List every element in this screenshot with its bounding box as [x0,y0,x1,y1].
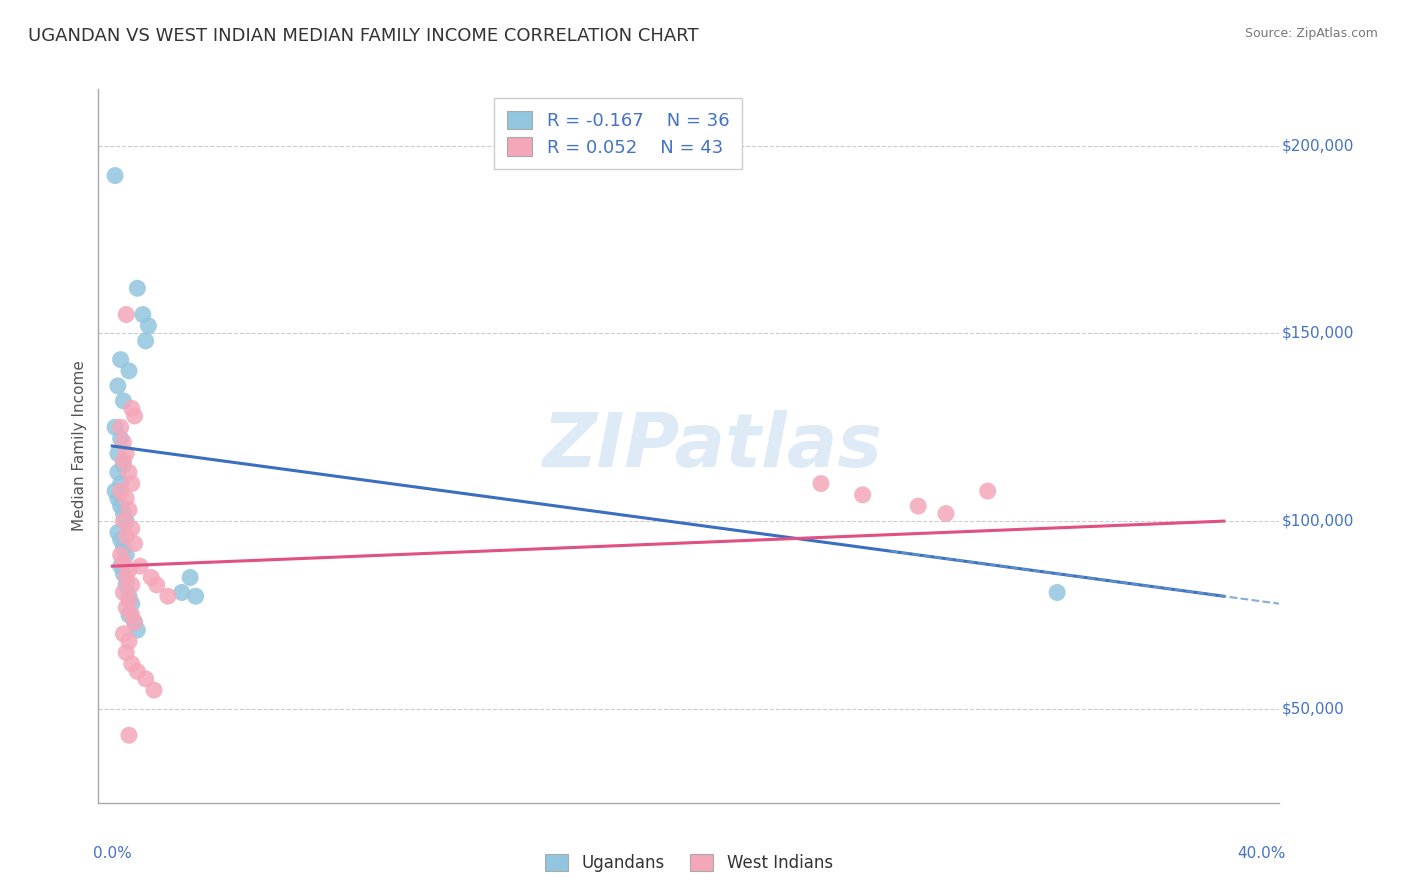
Point [112,393,135,408]
Point [138,318,160,333]
Point [112,507,135,521]
Point [118,503,141,517]
Point [121,578,143,592]
Legend: Ugandans, West Indians: Ugandans, West Indians [537,846,841,880]
Point [121,522,143,536]
Point [141,570,163,584]
Point [852,488,875,502]
Point [179,570,201,584]
Point [115,514,138,528]
Point [146,578,169,592]
Point [118,728,141,742]
Point [115,548,138,562]
Point [121,607,143,622]
Point [115,308,138,322]
Point [810,476,832,491]
Point [110,559,132,574]
Point [110,432,132,446]
Point [132,308,155,322]
Point [112,458,135,472]
Point [112,514,135,528]
Text: 40.0%: 40.0% [1237,846,1285,861]
Point [124,615,146,630]
Point [976,484,998,499]
Point [110,476,132,491]
Point [104,484,127,499]
Text: $200,000: $200,000 [1282,138,1354,153]
Point [127,281,149,295]
Point [156,589,179,603]
Point [127,665,149,679]
Point [184,589,207,603]
Point [107,491,129,506]
Point [121,657,143,671]
Point [107,465,129,479]
Point [107,446,129,460]
Point [135,334,157,348]
Text: $50,000: $50,000 [1282,701,1344,716]
Point [107,525,129,540]
Point [115,446,138,460]
Point [110,548,132,562]
Point [112,556,135,570]
Point [110,499,132,513]
Point [115,646,138,660]
Point [907,499,929,513]
Point [115,529,138,543]
Text: $150,000: $150,000 [1282,326,1354,341]
Point [112,541,135,555]
Point [121,476,143,491]
Point [143,683,166,698]
Point [110,484,132,499]
Y-axis label: Median Family Income: Median Family Income [72,360,87,532]
Point [124,536,146,550]
Point [115,600,138,615]
Point [115,578,138,592]
Point [112,566,135,581]
Point [124,409,146,423]
Point [935,507,957,521]
Point [118,593,141,607]
Text: $100,000: $100,000 [1282,514,1354,529]
Point [129,559,152,574]
Point [124,615,146,630]
Point [115,570,138,584]
Point [107,379,129,393]
Text: 0.0%: 0.0% [93,846,131,861]
Point [118,634,141,648]
Point [127,623,149,637]
Point [135,672,157,686]
Point [118,465,141,479]
Point [118,364,141,378]
Point [1046,585,1069,599]
Point [112,454,135,468]
Point [110,420,132,434]
Point [118,607,141,622]
Point [104,169,127,183]
Point [112,627,135,641]
Text: Source: ZipAtlas.com: Source: ZipAtlas.com [1244,27,1378,40]
Text: UGANDAN VS WEST INDIAN MEDIAN FAMILY INCOME CORRELATION CHART: UGANDAN VS WEST INDIAN MEDIAN FAMILY INC… [28,27,699,45]
Point [110,352,132,367]
Point [118,589,141,603]
Point [121,401,143,416]
Point [170,585,193,599]
Point [118,563,141,577]
Point [121,597,143,611]
Point [115,491,138,506]
Point [104,420,127,434]
Point [112,585,135,599]
Point [112,435,135,450]
Point [110,533,132,547]
Text: ZIPatlas: ZIPatlas [543,409,883,483]
